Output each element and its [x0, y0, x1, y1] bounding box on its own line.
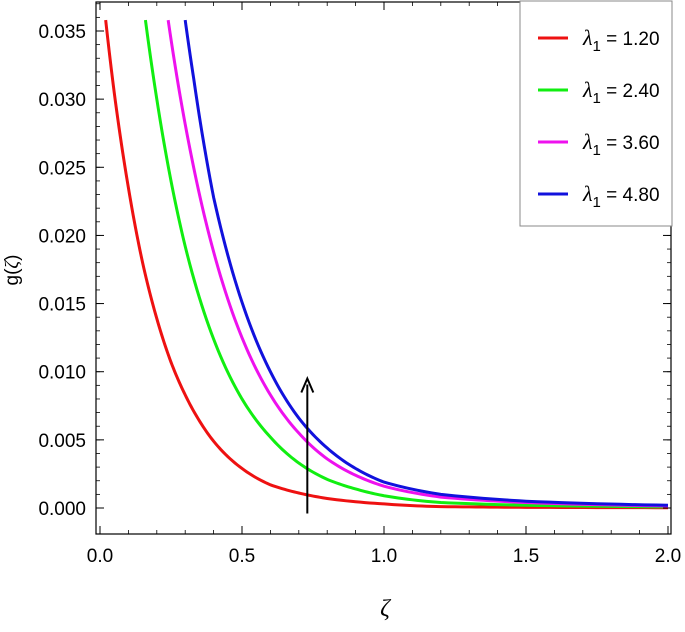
legend-subscript: 1 — [593, 194, 601, 211]
trend-arrow-head — [300, 375, 315, 393]
legend-value: = 4.80 — [601, 185, 660, 206]
legend-label-1: λ1 = 1.20 — [582, 25, 660, 55]
x-axis: 0.0 0.5 1.0 1.5 2.0 — [87, 2, 681, 567]
legend-symbol: λ — [582, 25, 593, 50]
legend-label-3: λ1 = 3.60 — [582, 129, 660, 159]
legend-value: = 2.40 — [601, 81, 660, 102]
x-tick-label: 0.0 — [87, 546, 113, 567]
y-tick-label: 0.035 — [38, 22, 86, 43]
legend-subscript: 1 — [593, 90, 601, 107]
y-tick-label: 0.015 — [38, 295, 86, 316]
y-tick-label: 0.005 — [38, 431, 86, 452]
x-tick-label: 2.0 — [655, 546, 681, 567]
y-axis-title: g(ζ) — [2, 255, 23, 286]
legend-label-2: λ1 = 2.40 — [582, 77, 660, 107]
series-layer — [104, 19, 669, 510]
legend-symbol: λ — [582, 129, 593, 154]
legend-label-4: λ1 = 4.80 — [582, 181, 660, 211]
y-axis: 0.000 0.005 0.010 0.015 0.020 0.025 0.030 0.035 — [38, 3, 671, 520]
legend-symbol: λ — [582, 77, 593, 102]
y-tick-label: 0.025 — [38, 158, 86, 179]
y-axis-title-suffix: ) — [2, 255, 23, 261]
legend-value: = 1.20 — [601, 29, 660, 50]
legend-value: = 3.60 — [601, 133, 660, 154]
legend-subscript: 1 — [593, 38, 601, 55]
y-tick-label: 0.010 — [38, 363, 86, 384]
series-line-3 — [166, 19, 669, 508]
series-line-1 — [104, 19, 669, 510]
y-tick-label: 0.020 — [38, 226, 86, 247]
annotation-layer — [300, 375, 315, 514]
y-axis-title-symbol: ζ — [2, 260, 23, 269]
legend-symbol: λ — [582, 181, 593, 206]
series-line-4 — [183, 19, 669, 507]
x-tick-label: 0.5 — [229, 546, 255, 567]
y-tick-label: 0.030 — [38, 90, 86, 111]
x-tick-label: 1.5 — [513, 546, 539, 567]
y-axis-title-prefix: g( — [2, 268, 23, 286]
y-tick-label: 0.000 — [38, 499, 86, 520]
series-line-2 — [143, 19, 669, 509]
x-axis-title: ζ — [380, 596, 392, 622]
legend-subscript: 1 — [593, 142, 601, 159]
x-tick-label: 1.0 — [371, 546, 397, 567]
